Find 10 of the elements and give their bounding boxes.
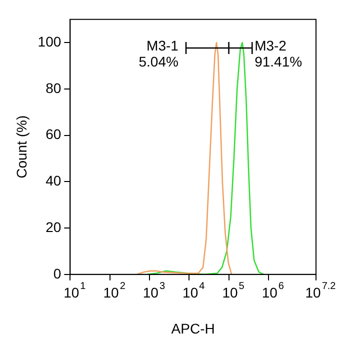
y-axis-title: Count (%) (13, 115, 30, 178)
y-tick-label: 40 (46, 172, 62, 189)
y-tick-label: 80 (46, 80, 62, 96)
annotation: M3-1 5.04% (138, 38, 179, 70)
y-tick-label: 0 (53, 265, 62, 282)
y-tick-label: 20 (46, 218, 62, 235)
y-tick-label: 100 (38, 33, 62, 50)
annotation: M3-2 91.41% (254, 38, 302, 70)
y-tick-label: 60 (46, 126, 62, 142)
x-axis-title: APC-H (171, 320, 215, 336)
